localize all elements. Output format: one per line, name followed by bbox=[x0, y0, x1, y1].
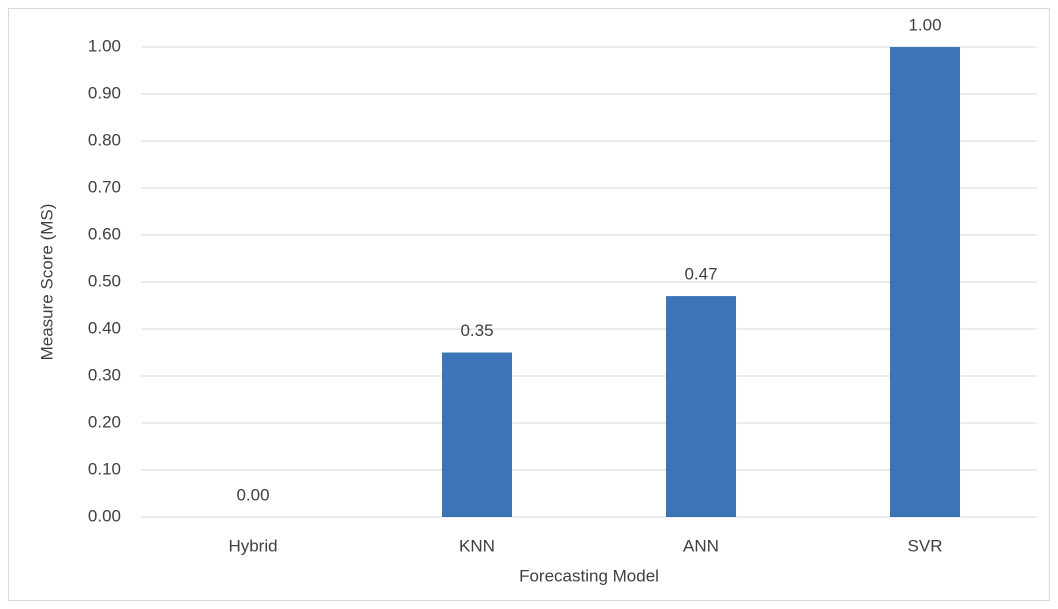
y-axis-title: Measure Score (MS) bbox=[37, 204, 56, 361]
y-tick-label: 0.00 bbox=[88, 506, 121, 525]
y-tick-label: 0.40 bbox=[88, 318, 121, 337]
x-axis-title: Forecasting Model bbox=[519, 566, 659, 585]
y-tick-label: 0.70 bbox=[88, 177, 121, 196]
data-label: 1.00 bbox=[908, 15, 941, 34]
bar bbox=[666, 296, 736, 517]
y-tick-label: 0.50 bbox=[88, 271, 121, 290]
y-tick-label: 0.60 bbox=[88, 224, 121, 243]
y-tick-label: 0.90 bbox=[88, 83, 121, 102]
y-tick-label: 1.00 bbox=[88, 36, 121, 55]
y-tick-label: 0.10 bbox=[88, 459, 121, 478]
bar bbox=[442, 352, 512, 517]
data-label: 0.35 bbox=[460, 321, 493, 340]
data-label: 0.47 bbox=[684, 265, 717, 284]
y-tick-label: 0.30 bbox=[88, 365, 121, 384]
x-tick-label: ANN bbox=[683, 536, 719, 555]
y-tick-label: 0.80 bbox=[88, 130, 121, 149]
x-tick-label: Hybrid bbox=[228, 536, 277, 555]
x-tick-label: KNN bbox=[459, 536, 495, 555]
bar bbox=[890, 47, 960, 517]
data-label: 0.00 bbox=[236, 485, 269, 504]
x-tick-label: SVR bbox=[908, 536, 943, 555]
chart-frame bbox=[8, 8, 1050, 601]
y-tick-label: 0.20 bbox=[88, 412, 121, 431]
